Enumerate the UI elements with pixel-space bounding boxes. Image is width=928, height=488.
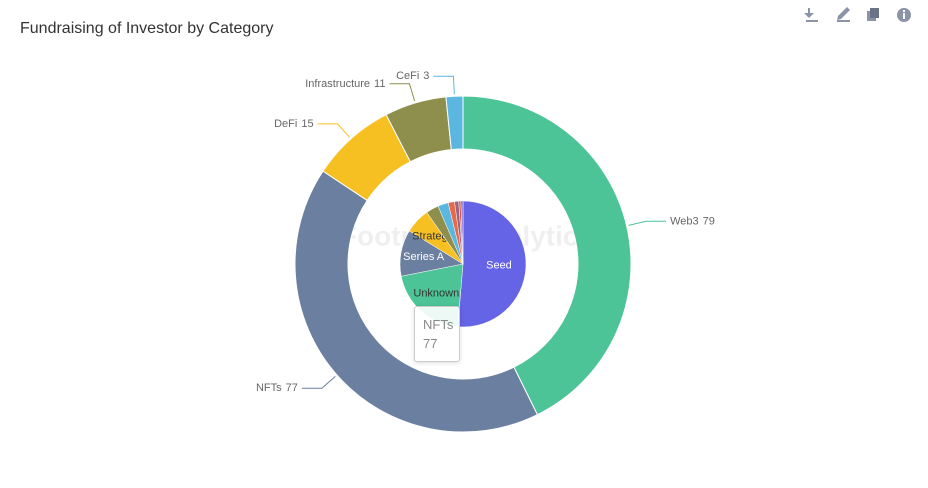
pie-label: Seed — [486, 259, 512, 271]
slice-label: DeFi 15 — [274, 118, 313, 130]
slice-label-value: 11 — [374, 78, 385, 90]
slice-label-value: 77 — [286, 382, 298, 394]
slice-label: NFTs 77 — [256, 382, 298, 394]
slice-label-name: DeFi — [274, 118, 297, 130]
slice-label: Infrastructure 11 — [305, 78, 385, 90]
label-line — [628, 220, 667, 226]
pie-slice — [457, 200, 527, 328]
pie-label: Unknown — [413, 288, 459, 300]
slice-label-value: 15 — [301, 118, 313, 130]
chart-title: Fundraising of Investor by Category — [20, 20, 273, 37]
toolbar — [804, 7, 911, 22]
label-line — [301, 375, 336, 389]
donut-slice — [294, 170, 539, 433]
slice-label-value: 79 — [703, 215, 715, 227]
donut-slice — [445, 95, 464, 151]
download-icon[interactable] — [804, 8, 818, 22]
slice-label-name: Web3 — [670, 215, 699, 227]
slice-label-name: Infrastructure — [305, 78, 370, 90]
tooltip: NFTs 77 — [414, 306, 460, 362]
tooltip-value: 77 — [423, 336, 438, 351]
slice-label-name: CeFi — [396, 70, 419, 82]
slice-label: Web3 79 — [670, 215, 715, 227]
pie-label: Series A — [403, 251, 445, 263]
label-line — [389, 83, 416, 102]
slice-label-name: NFTs — [256, 382, 282, 394]
tooltip-name: NFTs — [423, 317, 454, 332]
edit-icon[interactable] — [837, 7, 850, 22]
copy-icon[interactable] — [867, 8, 879, 21]
label-line — [317, 123, 350, 138]
donut-slice — [462, 95, 632, 416]
pie-slice — [460, 200, 464, 265]
label-line — [433, 75, 455, 95]
info-icon[interactable] — [897, 8, 911, 22]
slice-label-value: 3 — [423, 70, 429, 82]
slice-label: CeFi 3 — [396, 70, 429, 82]
